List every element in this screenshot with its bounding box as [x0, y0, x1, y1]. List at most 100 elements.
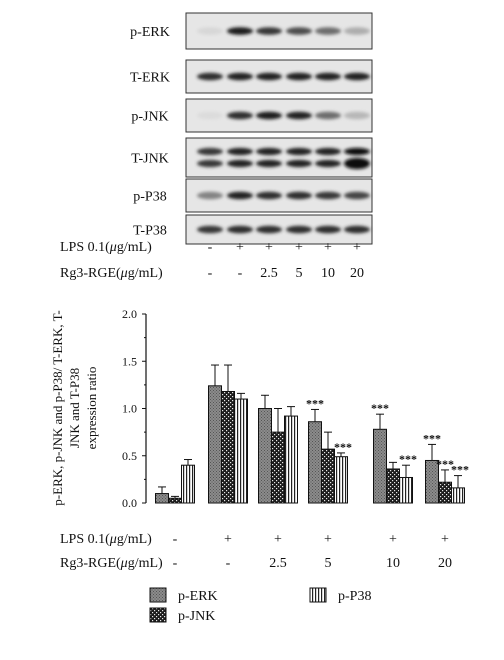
y-axis-title-line: expression ratio [84, 367, 99, 450]
bar [155, 493, 169, 504]
y-axis: 0.0 0.5 1.0 1.5 2.0 [122, 307, 147, 510]
y-tick-label: 2.0 [122, 307, 137, 321]
chart-lps-mark: + [274, 532, 282, 547]
series-p-erk: *** *** *** [155, 364, 441, 504]
blot-band [315, 147, 341, 156]
bar-chart: 0.0 0.5 1.0 1.5 2.0 p-ERK, p-JNK and p-P38/ T… [50, 307, 469, 624]
blot-rg3-mark: 5 [296, 266, 303, 281]
blot-band [197, 159, 223, 168]
legend-item-p-jnk: p-JNK [149, 607, 215, 624]
blot-lps-mark: + [353, 240, 361, 255]
blot-band [256, 191, 282, 200]
blot-band [256, 159, 282, 168]
blot-rg3-mark: 2.5 [260, 266, 278, 281]
legend-item-p-erk: p-ERK [149, 587, 218, 604]
legend-item-p-p38: p-P38 [309, 587, 371, 604]
y-tick-label: 0.5 [122, 449, 137, 463]
blot-band [227, 225, 253, 234]
blot-rg3-mark: - [208, 266, 213, 281]
series-p-p38: ********* [181, 392, 469, 504]
blot-row-label: T-JNK [131, 152, 169, 167]
blot-band [286, 147, 312, 156]
blot-band [344, 111, 370, 120]
legend-swatch [309, 587, 327, 603]
bar [234, 398, 248, 504]
blot-row-t-erk: T-ERK [130, 59, 373, 94]
legend-label: p-JNK [178, 609, 215, 624]
blot-band [315, 72, 341, 81]
blot-band [286, 111, 312, 120]
y-tick-label: 1.0 [122, 402, 137, 416]
blot-band [256, 27, 282, 35]
significance-label: *** [436, 457, 454, 471]
blot-band [227, 147, 253, 156]
chart-lps-mark: - [173, 532, 178, 547]
blot-band [197, 27, 223, 35]
blot-lps-mark: + [265, 240, 273, 255]
blot-row-p-jnk: p-JNK [131, 98, 373, 133]
bar [208, 385, 222, 504]
blot-rg3-label: Rg3-RGE(μg/mL) [60, 266, 163, 281]
bar [438, 481, 452, 504]
blot-band [344, 147, 370, 156]
bar [271, 431, 285, 504]
series-p-jnk: *** [168, 364, 454, 504]
blot-band [256, 225, 282, 234]
legend-label: p-ERK [178, 589, 218, 604]
bar [334, 456, 348, 504]
blot-row-label: T-ERK [130, 71, 170, 86]
chart-rg3-mark: - [226, 556, 231, 571]
blot-band [315, 225, 341, 234]
blot-lps-mark: - [208, 240, 213, 255]
chart-rg3-mark: 2.5 [269, 556, 287, 571]
significance-label: *** [334, 440, 352, 454]
significance-label: *** [451, 463, 469, 477]
blot-band [315, 159, 341, 168]
chart-lps-mark: + [389, 532, 397, 547]
chart-lps-mark: + [441, 532, 449, 547]
chart-treatment-labels: LPS 0.1(μg/mL) - + + + + +Rg3-RGE(μg/mL) - -2.5 5… [60, 532, 452, 571]
blot-band [286, 72, 312, 81]
bar [284, 415, 298, 504]
y-axis-title-line: JNK and T-P38 [67, 368, 82, 448]
blot-band [256, 111, 282, 120]
blot-lps-mark: + [295, 240, 303, 255]
blot-band [315, 111, 341, 120]
blot-band [197, 72, 223, 81]
significance-label: *** [306, 396, 324, 410]
blot-band [315, 27, 341, 35]
blot-band [197, 191, 223, 200]
chart-rg3-mark: 10 [386, 556, 400, 571]
chart-rg3-label: Rg3-RGE(μg/mL) [60, 556, 163, 571]
blot-band [197, 225, 223, 234]
blot-band [227, 72, 253, 81]
y-tick-label: 0.0 [122, 496, 137, 510]
blot-band [344, 225, 370, 234]
legend-swatch [149, 587, 167, 603]
bar [168, 497, 182, 504]
bar [308, 421, 322, 504]
legend-label: p-P38 [338, 589, 371, 604]
blot-lps-mark: + [324, 240, 332, 255]
chart-rg3-mark: 20 [438, 556, 452, 571]
bar [451, 487, 465, 504]
blot-panel [185, 137, 373, 178]
bar [221, 390, 235, 504]
blot-band [256, 147, 282, 156]
blot-band [286, 191, 312, 200]
bar [399, 476, 413, 504]
y-tick-label: 1.5 [122, 354, 137, 368]
blot-row-label: T-P38 [133, 224, 167, 239]
blot-row-t-jnk: T-JNK [131, 137, 373, 178]
blot-treatment-labels: LPS 0.1(μg/mL) - + + + + + Rg3-RGE(μg/mL) - - 2.5 5… [60, 240, 364, 281]
blot-band [227, 27, 253, 35]
legend-swatch [149, 607, 167, 623]
legend: p-ERK p-JNK p-P38 [149, 587, 371, 624]
blot-band [227, 191, 253, 200]
blot-row-label: p-JNK [131, 110, 168, 125]
chart-rg3-mark: - [173, 556, 178, 571]
significance-label: *** [399, 452, 417, 466]
blot-lps-label: LPS 0.1(μg/mL) [60, 240, 152, 255]
